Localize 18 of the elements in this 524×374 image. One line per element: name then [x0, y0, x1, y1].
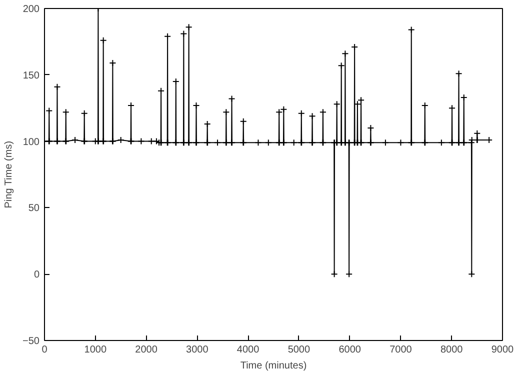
y-axis-title: Ping Time (ms): [4, 140, 15, 208]
y-tick-label: 0: [34, 270, 40, 281]
x-tick-label: 6000: [338, 344, 362, 356]
y-tick-label: −50: [22, 336, 40, 347]
y-tick-label: 50: [28, 203, 40, 214]
x-tick-label: 2000: [135, 344, 158, 356]
x-tick-label: 0: [42, 344, 48, 356]
x-axis-title: Time (minutes): [240, 360, 307, 372]
y-tick-label: 100: [22, 136, 40, 148]
x-tick-label: 5000: [288, 344, 311, 356]
x-tick-label: 9000: [491, 344, 514, 356]
y-tick-label: 200: [22, 4, 40, 15]
y-tick-label: 150: [22, 70, 40, 82]
x-tick-label: 3000: [186, 344, 209, 356]
x-tick-label: 8000: [440, 344, 464, 356]
x-tick-label: 1000: [84, 344, 107, 356]
x-tick-label: 4000: [236, 344, 260, 356]
x-tick-label: 7000: [390, 344, 412, 356]
